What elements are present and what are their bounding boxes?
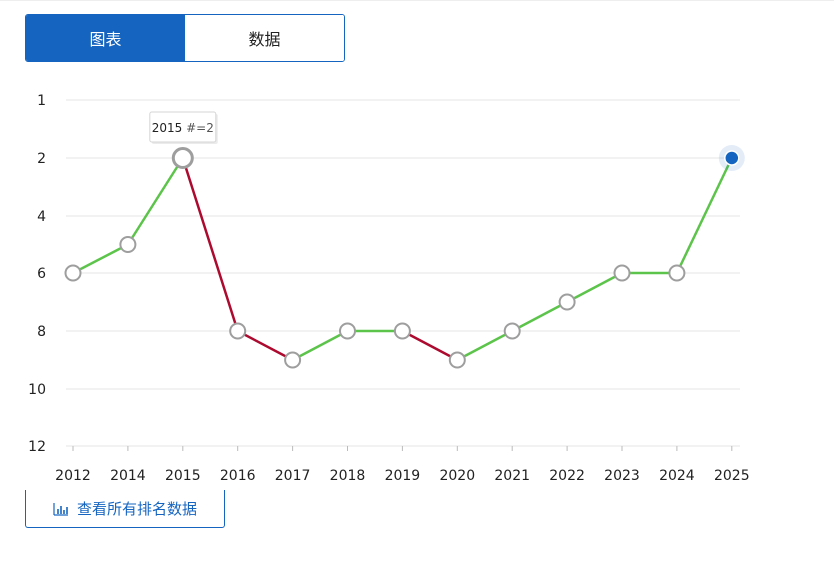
series-segment [71, 243, 130, 275]
data-point [668, 264, 686, 282]
series-segment [675, 156, 734, 275]
highlighted-point [171, 147, 194, 169]
data-point [613, 264, 631, 282]
y-tick-label: 8 [37, 324, 46, 340]
top-divider [0, 0, 834, 1]
view-all-label: 查看所有排名数据 [76, 500, 197, 518]
x-tick-label: 2021 [494, 468, 530, 484]
y-tick-label: 4 [37, 209, 46, 225]
x-tick-label: 2022 [549, 468, 585, 484]
x-tick-label: 2020 [439, 468, 475, 484]
bar-chart-icon [53, 502, 69, 516]
current-point [724, 150, 740, 166]
x-tick-label: 2014 [110, 468, 146, 484]
data-point [284, 351, 302, 369]
data-point [119, 236, 137, 253]
x-tick-label: 2025 [714, 468, 750, 484]
tab-chart[interactable]: 图表 [26, 15, 185, 61]
y-tick-label: 10 [28, 382, 46, 398]
y-tick-label: 12 [28, 439, 46, 455]
series-segment [510, 300, 569, 333]
series-segment [291, 329, 349, 362]
x-tick-label: 2019 [385, 468, 421, 484]
data-point [558, 293, 576, 311]
data-point [64, 264, 82, 282]
x-tick-label: 2015 [165, 468, 201, 484]
data-point [339, 322, 356, 340]
y-tick-label: 1 [37, 93, 46, 109]
series-segment [565, 271, 624, 304]
view-all-rankings-button[interactable]: 查看所有排名数据 [25, 490, 225, 528]
x-tick-label: 2018 [330, 468, 366, 484]
tooltip-text: 2015 #=2 [152, 121, 214, 135]
y-tick-label: 6 [37, 266, 46, 282]
data-point [503, 322, 521, 340]
series-segment [456, 329, 514, 362]
x-tick-label: 2023 [604, 468, 640, 484]
data-point [229, 322, 247, 340]
tooltip-year: 2015 [152, 121, 186, 135]
series-segment [126, 156, 185, 246]
data-point [393, 322, 411, 340]
y-tick-label: 2 [37, 151, 46, 167]
x-tick-label: 2024 [659, 468, 695, 484]
tab-data[interactable]: 数据 [185, 15, 344, 61]
x-tick-label: 2017 [275, 468, 311, 484]
tooltip-box [149, 111, 217, 143]
series-segment [236, 329, 294, 362]
series-segment [401, 329, 459, 362]
view-tabs: 图表 数据 [25, 14, 345, 62]
data-point [448, 351, 466, 369]
series-segment [181, 156, 239, 333]
x-tick-label: 2016 [220, 468, 256, 484]
tooltip-rank: #=2 [186, 121, 214, 135]
x-tick-label: 2012 [55, 468, 91, 484]
